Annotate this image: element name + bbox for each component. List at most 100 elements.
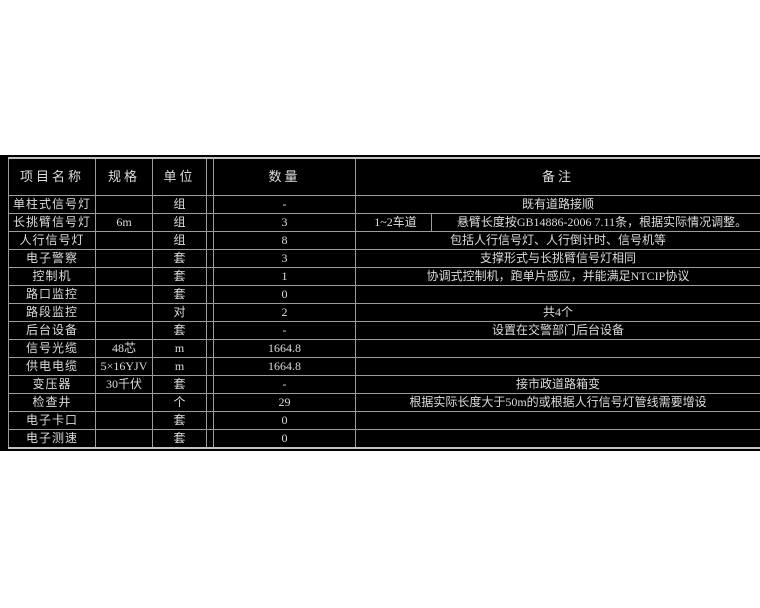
unit-cell: 套	[152, 375, 207, 394]
item-name-cell: 检查井	[8, 393, 96, 412]
column-gap-cell	[206, 339, 214, 358]
column-gap-cell	[206, 357, 214, 376]
unit-cell: 组	[152, 213, 207, 232]
quantity-cell: -	[213, 321, 356, 340]
item-name-cell: 后台设备	[8, 321, 96, 340]
remark-sub-cell: 悬臂长度按GB14886-2006 7.11条，根据实际情况调整。	[456, 215, 748, 229]
remark-cell: 根据实际长度大于50m的或根据人行信号灯管线需要增设	[355, 393, 760, 412]
spec-cell	[95, 303, 153, 322]
item-name-cell: 电子卡口	[8, 411, 96, 430]
table-row: 路口监控 套 0	[8, 285, 760, 304]
quantity-cell: 2	[213, 303, 356, 322]
spec-cell	[95, 267, 153, 286]
table-row: 电子卡口 套 0	[8, 411, 760, 430]
unit-cell: 套	[152, 285, 207, 304]
spec-cell: 5×16YJV	[95, 357, 153, 376]
spec-cell	[95, 393, 153, 412]
unit-cell: 个	[152, 393, 207, 412]
unit-cell: m	[152, 339, 207, 358]
remark-sub-cell: 1~2车道	[356, 214, 432, 231]
quantity-cell: 0	[213, 285, 356, 304]
remark-cell	[355, 339, 760, 358]
header-item-name: 项目名称	[8, 158, 96, 196]
spec-cell	[95, 321, 153, 340]
table-row: 电子测速 套 0	[8, 429, 760, 449]
remark-cell: 1~2车道 悬臂长度按GB14886-2006 7.11条，根据实际情况调整。	[355, 213, 760, 232]
quantity-cell: 1664.8	[213, 339, 356, 358]
item-name-cell: 控制机	[8, 267, 96, 286]
quantity-cell: 29	[213, 393, 356, 412]
item-name-cell: 长挑臂信号灯	[8, 213, 96, 232]
quantity-table-body: 项目名称 规格 单位 数量 备注 单柱式信号灯组 - 既有道路接顺 长挑臂信号灯 6m 组…	[8, 158, 760, 449]
quantity-cell: 0	[213, 429, 356, 449]
unit-cell: 组	[152, 195, 207, 214]
table-row: 路段监控 对 2 共4个	[8, 303, 760, 322]
quantity-cell: -	[213, 375, 356, 394]
remark-cell: 既有道路接顺	[355, 195, 760, 214]
remark-cell: 协调式控制机，跑单片感应，并能满足NTCIP协议	[355, 267, 760, 286]
remark-cell	[355, 285, 760, 304]
remark-cell	[355, 429, 760, 449]
table-header-row: 项目名称 规格 单位 数量 备注	[8, 158, 760, 196]
remark-cell: 包括人行信号灯、人行倒计时、信号机等	[355, 231, 760, 250]
column-gap-cell	[206, 285, 214, 304]
quantity-cell: 1	[213, 267, 356, 286]
remark-cell	[355, 411, 760, 430]
item-name-cell: 信号光缆	[8, 339, 96, 358]
item-name-cell: 路段监控	[8, 303, 96, 322]
black-drawing-panel: 项目名称 规格 单位 数量 备注 单柱式信号灯组 - 既有道路接顺 长挑臂信号灯 6m 组…	[0, 155, 760, 451]
item-name-cell: 电子警察	[8, 249, 96, 268]
unit-cell: 对	[152, 303, 207, 322]
quantity-cell: 3	[213, 213, 356, 232]
remark-cell: 支撑形式与长挑臂信号灯相同	[355, 249, 760, 268]
unit-cell: m	[152, 357, 207, 376]
table-row: 信号光缆 48芯 m 1664.8	[8, 339, 760, 358]
spec-cell: 30千伏	[95, 375, 153, 394]
item-name-cell: 路口监控	[8, 285, 96, 304]
column-gap-cell	[206, 195, 214, 214]
remark-cell: 设置在交警部门后台设备	[355, 321, 760, 340]
item-name-cell: 供电电缆	[8, 357, 96, 376]
quantity-cell: 1664.8	[213, 357, 356, 376]
unit-cell: 组	[152, 231, 207, 250]
header-remark: 备注	[355, 158, 760, 196]
header-unit: 单位	[152, 158, 207, 196]
spec-cell: 48芯	[95, 339, 153, 358]
table-row: 供电电缆 5×16YJV m 1664.8	[8, 357, 760, 376]
column-gap-cell	[206, 158, 214, 196]
spec-cell	[95, 249, 153, 268]
table-row: 检查井 个 29 根据实际长度大于50m的或根据人行信号灯管线需要增设	[8, 393, 760, 412]
quantity-table: 项目名称 规格 单位 数量 备注 单柱式信号灯组 - 既有道路接顺 长挑臂信号灯 6m 组…	[8, 157, 760, 449]
unit-cell: 套	[152, 411, 207, 430]
spec-cell	[95, 411, 153, 430]
unit-cell: 套	[152, 321, 207, 340]
item-name-cell: 单柱式信号灯	[8, 195, 96, 214]
column-gap-cell	[206, 213, 214, 232]
table-row: 后台设备 套 - 设置在交警部门后台设备	[8, 321, 760, 340]
column-gap-cell	[206, 321, 214, 340]
header-spec: 规格	[95, 158, 153, 196]
table-row: 电子警察 套 3 支撑形式与长挑臂信号灯相同	[8, 249, 760, 268]
spec-cell: 6m	[95, 213, 153, 232]
column-gap-cell	[206, 303, 214, 322]
remark-cell: 接市政道路箱变	[355, 375, 760, 394]
spec-cell	[95, 429, 153, 449]
quantity-cell: -	[213, 195, 356, 214]
remark-cell: 共4个	[355, 303, 760, 322]
spec-cell	[95, 195, 153, 214]
spec-cell	[95, 285, 153, 304]
column-gap-cell	[206, 393, 214, 412]
table-row: 人行信号灯 组 8 包括人行信号灯、人行倒计时、信号机等	[8, 231, 760, 250]
quantity-cell: 0	[213, 411, 356, 430]
column-gap-cell	[206, 375, 214, 394]
unit-cell: 套	[152, 249, 207, 268]
table-row: 变压器 30千伏套 - 接市政道路箱变	[8, 375, 760, 394]
column-gap-cell	[206, 231, 214, 250]
item-name-cell: 变压器	[8, 375, 96, 394]
table-row: 单柱式信号灯 组 - 既有道路接顺	[8, 195, 760, 214]
item-name-cell: 人行信号灯	[8, 231, 96, 250]
column-gap-cell	[206, 249, 214, 268]
unit-cell: 套	[152, 267, 207, 286]
unit-cell: 套	[152, 429, 207, 449]
header-quantity: 数量	[213, 158, 356, 196]
